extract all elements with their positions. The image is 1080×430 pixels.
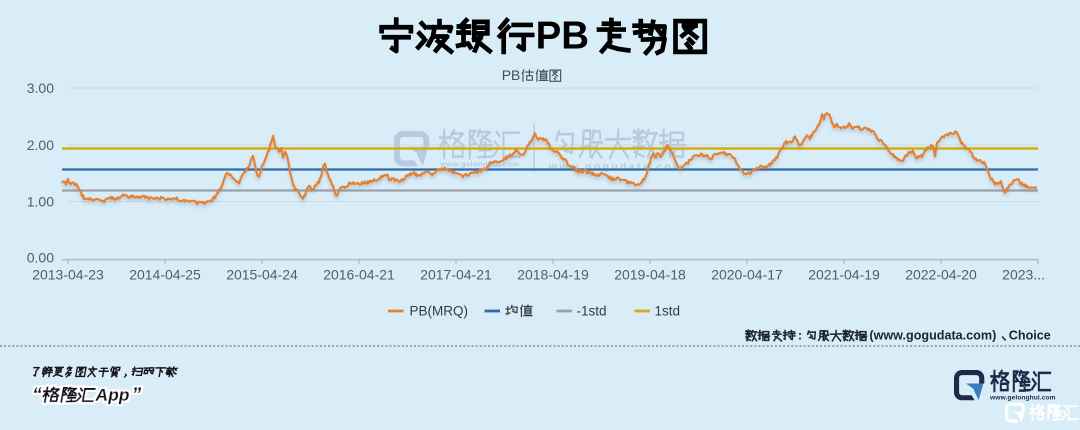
svg-text:PB(MRQ): PB(MRQ) [410,304,469,319]
svg-text:2022-04-20: 2022-04-20 [905,267,977,283]
svg-text:”: ” [130,385,143,406]
svg-text:Choice: Choice [1009,329,1051,343]
svg-text:3.00: 3.00 [27,80,54,96]
svg-text:-1std: -1std [577,304,607,319]
svg-text:2013-04-23: 2013-04-23 [32,267,104,283]
svg-text:1std: 1std [655,304,681,319]
svg-text:2021-04-19: 2021-04-19 [808,267,880,283]
svg-text:2014-04-25: 2014-04-25 [129,267,201,283]
svg-text:2015-04-24: 2015-04-24 [226,267,298,283]
svg-text:(www.gogudata.com): (www.gogudata.com) [869,329,996,343]
svg-text:2017-04-21: 2017-04-21 [420,267,492,283]
svg-text::: : [798,329,802,343]
svg-text:www.gogudata.com: www.gogudata.com [548,161,685,173]
svg-text:2018-04-19: 2018-04-19 [517,267,589,283]
svg-text:2023...: 2023... [1002,267,1045,283]
svg-text:App: App [94,385,132,405]
svg-text:PB: PB [536,14,589,57]
svg-text:2019-04-18: 2019-04-18 [614,267,686,283]
svg-text:1.00: 1.00 [27,194,54,210]
svg-text:2.00: 2.00 [27,137,54,153]
svg-text:0.00: 0.00 [27,249,54,265]
svg-text:www.gelonghui.com: www.gelonghui.com [439,160,520,169]
svg-text:PB: PB [502,67,521,83]
svg-text:2016-04-21: 2016-04-21 [323,267,395,283]
svg-text:2020-04-17: 2020-04-17 [711,267,783,283]
svg-text:“: “ [30,385,43,406]
svg-text:www.gelonghui.com: www.gelonghui.com [989,395,1056,402]
